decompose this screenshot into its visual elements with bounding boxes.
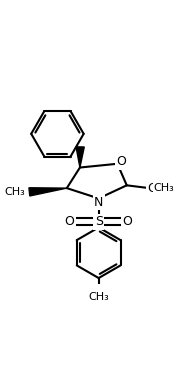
Polygon shape [76,147,84,168]
Text: S: S [95,215,103,228]
Text: CH₃: CH₃ [5,187,26,197]
Polygon shape [29,188,67,196]
Text: O: O [65,215,74,228]
Text: O: O [147,182,157,195]
Text: O: O [116,155,126,168]
Text: N: N [94,196,103,209]
Text: CH₃: CH₃ [154,183,175,193]
Text: O: O [123,215,133,228]
Text: CH₃: CH₃ [88,292,109,302]
